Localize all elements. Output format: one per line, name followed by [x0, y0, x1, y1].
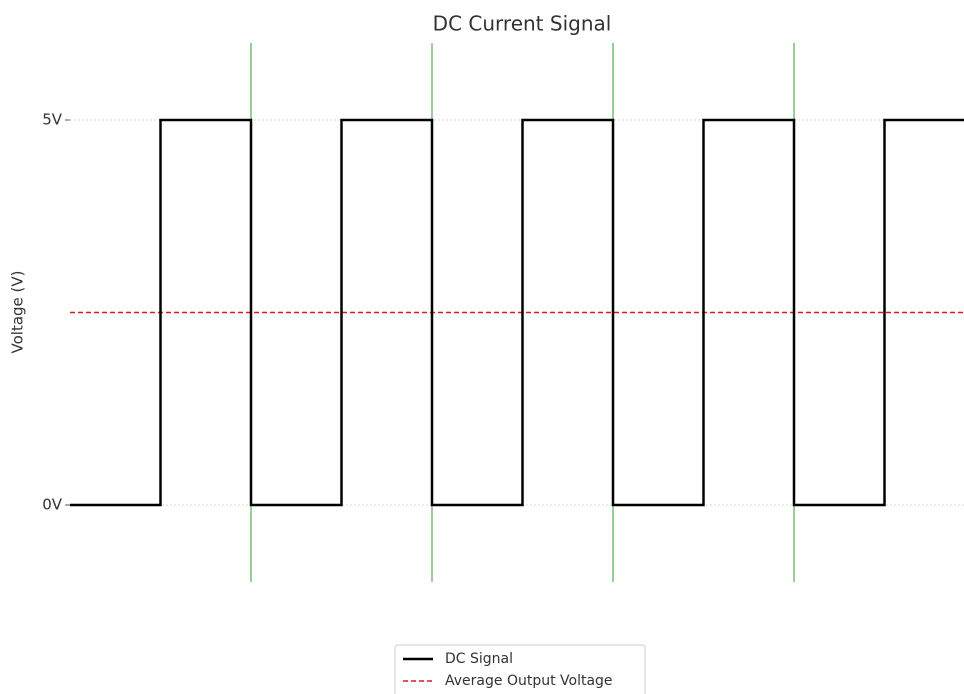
legend: DC Signal Average Output Voltage [394, 644, 646, 694]
y-tick-label: 0V [42, 496, 63, 514]
y-axis-label: Voltage (V) [9, 271, 27, 354]
y-tick-label: 5V [42, 111, 63, 129]
signal-line [70, 118, 964, 507]
legend-label: DC Signal [445, 651, 513, 667]
chart-title: DC Current Signal [433, 12, 612, 36]
legend-label: Average Output Voltage [445, 673, 613, 689]
legend-box [394, 644, 646, 694]
